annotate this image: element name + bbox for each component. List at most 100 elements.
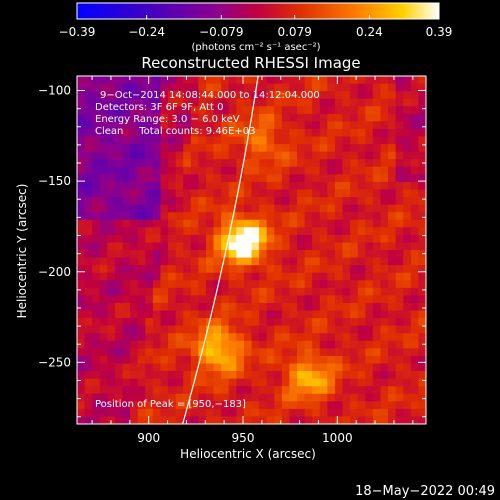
heatmap-cell xyxy=(114,333,124,342)
heatmap-cell xyxy=(350,325,359,334)
heatmap-cell xyxy=(312,318,321,327)
heatmap-cell xyxy=(297,166,306,175)
heatmap-cell xyxy=(122,106,131,115)
heatmap-cell xyxy=(205,166,215,175)
heatmap-cell xyxy=(84,136,93,145)
heatmap-cell xyxy=(137,257,146,266)
heatmap-cell xyxy=(205,416,215,424)
heatmap-cell xyxy=(84,159,93,168)
heatmap-cell xyxy=(221,333,230,342)
heatmap-cell xyxy=(236,340,245,349)
heatmap-cell xyxy=(92,106,101,115)
heatmap-cell xyxy=(213,189,222,198)
heatmap-cell xyxy=(190,166,199,175)
heatmap-cell xyxy=(160,250,169,259)
heatmap-cell xyxy=(357,234,366,244)
heatmap-cell xyxy=(99,234,108,244)
heatmap-cell xyxy=(160,144,169,153)
heatmap-cell xyxy=(175,250,184,259)
heatmap-cell xyxy=(145,333,154,342)
heatmap-cell xyxy=(403,83,412,92)
heatmap-cell xyxy=(319,340,328,349)
heatmap-cell xyxy=(160,106,169,115)
heatmap-cell xyxy=(122,151,131,160)
heatmap-cell xyxy=(266,128,275,138)
heatmap-cell xyxy=(84,295,93,304)
heatmap-cell xyxy=(395,408,404,418)
heatmap-cell xyxy=(205,265,215,274)
colorbar-tick-label: −0.24 xyxy=(128,25,165,39)
heatmap-cell xyxy=(92,181,101,191)
heatmap-cell xyxy=(388,121,397,130)
heatmap-cell xyxy=(410,219,420,228)
heatmap-cell xyxy=(281,295,291,304)
heatmap-cell xyxy=(183,151,192,160)
heatmap-cell xyxy=(99,166,108,175)
heatmap-cell xyxy=(183,250,192,259)
heatmap-cell xyxy=(289,174,298,183)
heatmap-cell xyxy=(107,386,116,395)
heatmap-cell xyxy=(297,295,306,304)
heatmap-cell xyxy=(130,318,139,327)
heatmap-cell xyxy=(372,393,382,402)
heatmap-cell xyxy=(221,128,230,138)
heatmap-cell xyxy=(380,340,389,349)
heatmap-cell xyxy=(297,121,306,130)
heatmap-cell xyxy=(92,128,101,138)
heatmap-cell xyxy=(221,363,230,372)
heatmap-cell xyxy=(281,272,291,281)
heatmap-cell xyxy=(395,98,404,107)
heatmap-cell xyxy=(107,371,116,380)
heatmap-cell xyxy=(342,212,351,221)
heatmap-cell xyxy=(236,287,245,296)
heatmap-cell xyxy=(350,197,359,206)
heatmap-cell xyxy=(259,227,268,236)
heatmap-cell xyxy=(365,302,374,312)
heatmap-cell xyxy=(122,250,131,259)
heatmap-cell xyxy=(145,302,154,312)
heatmap-cell xyxy=(319,265,328,274)
heatmap-cell xyxy=(77,325,86,334)
heatmap-cell xyxy=(304,197,313,206)
heatmap-cell xyxy=(251,159,260,168)
heatmap-cell xyxy=(259,287,268,296)
heatmap-cell xyxy=(365,136,374,145)
heatmap-cell xyxy=(137,166,146,175)
heatmap-cell xyxy=(251,363,260,372)
heatmap-cell xyxy=(152,83,162,92)
heatmap-cell xyxy=(281,227,291,236)
heatmap-cell xyxy=(213,227,222,236)
heatmap-cell xyxy=(107,295,116,304)
heatmap-cell xyxy=(99,197,108,206)
heatmap-cell xyxy=(107,136,116,145)
heatmap-cell xyxy=(350,159,359,168)
heatmap-cell xyxy=(350,333,359,342)
heatmap-cell xyxy=(152,197,162,206)
heatmap-cell xyxy=(190,242,199,251)
heatmap-cell xyxy=(228,174,237,183)
heatmap-cell xyxy=(274,197,283,206)
heatmap-cell xyxy=(388,83,397,92)
heatmap-cell xyxy=(114,159,124,168)
heatmap-cell xyxy=(84,371,93,380)
heatmap-cell xyxy=(350,189,359,198)
heatmap-cell xyxy=(221,287,230,296)
heatmap-cell xyxy=(319,76,328,85)
heatmap-cell xyxy=(92,386,101,395)
heatmap-cell xyxy=(190,348,199,357)
heatmap-cell xyxy=(137,325,146,334)
heatmap-cell xyxy=(145,234,154,244)
heatmap-cell xyxy=(327,159,336,168)
heatmap-cell xyxy=(145,197,154,206)
heatmap-cell xyxy=(372,151,382,160)
heatmap-cell xyxy=(205,371,215,380)
heatmap-cell xyxy=(160,348,169,357)
heatmap-cell xyxy=(365,234,374,244)
heatmap-cell xyxy=(380,76,389,85)
heatmap-cell xyxy=(410,136,420,145)
heatmap-cell xyxy=(304,371,313,380)
heatmap-cell xyxy=(312,121,321,130)
heatmap-cell xyxy=(312,212,321,221)
heatmap-cell xyxy=(274,204,283,213)
heatmap-cell xyxy=(251,121,260,130)
